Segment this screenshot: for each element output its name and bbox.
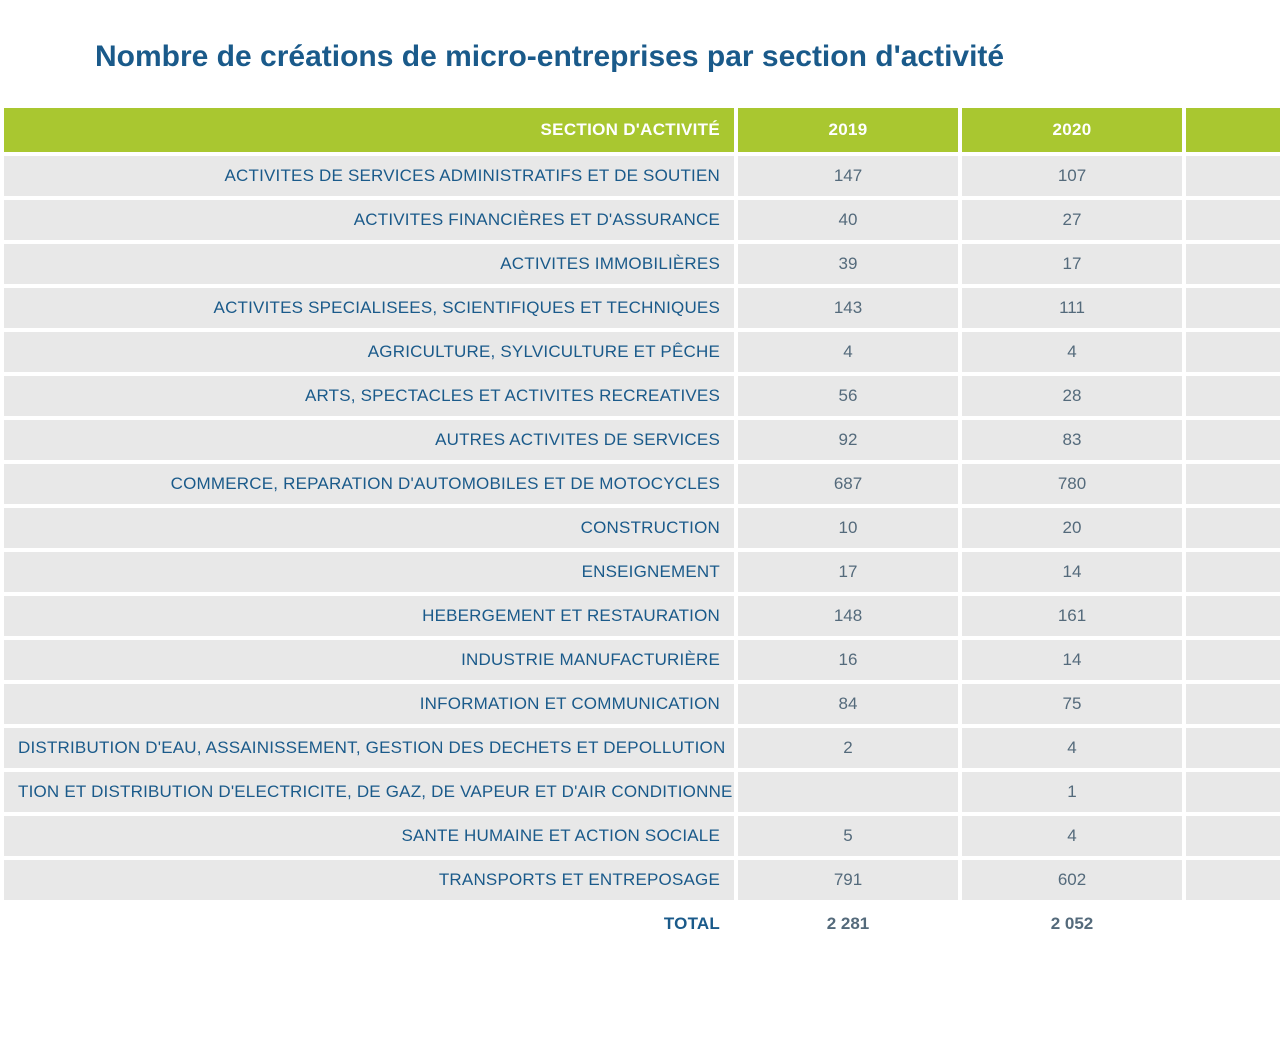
table-row: ARTS, SPECTACLES ET ACTIVITES RECREATIVE… xyxy=(4,376,1280,416)
total-label: TOTAL xyxy=(4,904,734,944)
total-value-2020: 2 052 xyxy=(962,904,1182,944)
row-value-2020: 111 xyxy=(962,288,1182,328)
table-row: ACTIVITES FINANCIÈRES ET D'ASSURANCE4027 xyxy=(4,200,1280,240)
row-value-2019: 148 xyxy=(738,596,958,636)
table-row: COMMERCE, REPARATION D'AUTOMOBILES ET DE… xyxy=(4,464,1280,504)
total-stub xyxy=(1186,904,1280,944)
row-value-2019: 10 xyxy=(738,508,958,548)
row-value-2020: 27 xyxy=(962,200,1182,240)
table-row: TION ET DISTRIBUTION D'ELECTRICITE, DE G… xyxy=(4,772,1280,812)
row-stub xyxy=(1186,420,1280,460)
row-label: HEBERGEMENT ET RESTAURATION xyxy=(4,596,734,636)
row-label: INDUSTRIE MANUFACTURIÈRE xyxy=(4,640,734,680)
table-row: CONSTRUCTION1020 xyxy=(4,508,1280,548)
row-stub xyxy=(1186,552,1280,592)
row-value-2020: 4 xyxy=(962,332,1182,372)
table-row: ACTIVITES DE SERVICES ADMINISTRATIFS ET … xyxy=(4,156,1280,196)
row-value-2020: 1 xyxy=(962,772,1182,812)
table-row: ACTIVITES IMMOBILIÈRES3917 xyxy=(4,244,1280,284)
row-stub xyxy=(1186,244,1280,284)
page-container: Nombre de créations de micro-entreprises… xyxy=(0,0,1280,1008)
row-value-2019: 5 xyxy=(738,816,958,856)
row-label: AGRICULTURE, SYLVICULTURE ET PÊCHE xyxy=(4,332,734,372)
row-stub xyxy=(1186,464,1280,504)
row-label: ENSEIGNEMENT xyxy=(4,552,734,592)
row-value-2019: 39 xyxy=(738,244,958,284)
row-stub xyxy=(1186,200,1280,240)
row-value-2020: 17 xyxy=(962,244,1182,284)
table-total-row: TOTAL2 2812 052 xyxy=(4,904,1280,944)
row-value-2020: 780 xyxy=(962,464,1182,504)
row-value-2019: 16 xyxy=(738,640,958,680)
col-header-2019: 2019 xyxy=(738,108,958,152)
row-value-2019: 791 xyxy=(738,860,958,900)
table-row: TRANSPORTS ET ENTREPOSAGE791602 xyxy=(4,860,1280,900)
row-stub xyxy=(1186,860,1280,900)
row-value-2019: 143 xyxy=(738,288,958,328)
page-title: Nombre de créations de micro-entreprises… xyxy=(95,40,1280,74)
row-value-2020: 83 xyxy=(962,420,1182,460)
row-value-2020: 28 xyxy=(962,376,1182,416)
row-value-2020: 14 xyxy=(962,552,1182,592)
row-value-2020: 4 xyxy=(962,816,1182,856)
row-value-2019: 147 xyxy=(738,156,958,196)
row-stub xyxy=(1186,684,1280,724)
table-row: ACTIVITES SPECIALISEES, SCIENTIFIQUES ET… xyxy=(4,288,1280,328)
row-label: INFORMATION ET COMMUNICATION xyxy=(4,684,734,724)
row-label: CONSTRUCTION xyxy=(4,508,734,548)
row-stub xyxy=(1186,728,1280,768)
row-label: SANTE HUMAINE ET ACTION SOCIALE xyxy=(4,816,734,856)
row-stub xyxy=(1186,332,1280,372)
row-value-2019: 56 xyxy=(738,376,958,416)
row-label: TRANSPORTS ET ENTREPOSAGE xyxy=(4,860,734,900)
row-stub xyxy=(1186,640,1280,680)
row-label: ACTIVITES SPECIALISEES, SCIENTIFIQUES ET… xyxy=(4,288,734,328)
total-value-2019: 2 281 xyxy=(738,904,958,944)
row-stub xyxy=(1186,156,1280,196)
row-value-2020: 161 xyxy=(962,596,1182,636)
row-value-2019: 17 xyxy=(738,552,958,592)
row-value-2020: 75 xyxy=(962,684,1182,724)
row-label: ACTIVITES FINANCIÈRES ET D'ASSURANCE xyxy=(4,200,734,240)
row-stub xyxy=(1186,508,1280,548)
row-value-2019: 40 xyxy=(738,200,958,240)
table-row: SANTE HUMAINE ET ACTION SOCIALE54 xyxy=(4,816,1280,856)
table-body: ACTIVITES DE SERVICES ADMINISTRATIFS ET … xyxy=(4,156,1280,944)
row-label: ACTIVITES DE SERVICES ADMINISTRATIFS ET … xyxy=(4,156,734,196)
row-value-2020: 20 xyxy=(962,508,1182,548)
row-value-2020: 602 xyxy=(962,860,1182,900)
row-value-2019: 92 xyxy=(738,420,958,460)
row-value-2019: 84 xyxy=(738,684,958,724)
row-stub xyxy=(1186,376,1280,416)
row-label: DISTRIBUTION D'EAU, ASSAINISSEMENT, GEST… xyxy=(4,728,734,768)
row-label: TION ET DISTRIBUTION D'ELECTRICITE, DE G… xyxy=(4,772,734,812)
row-value-2019 xyxy=(738,772,958,812)
row-stub xyxy=(1186,596,1280,636)
table-row: AUTRES ACTIVITES DE SERVICES9283 xyxy=(4,420,1280,460)
row-stub xyxy=(1186,816,1280,856)
table-row: DISTRIBUTION D'EAU, ASSAINISSEMENT, GEST… xyxy=(4,728,1280,768)
col-header-stub xyxy=(1186,108,1280,152)
table-row: HEBERGEMENT ET RESTAURATION148161 xyxy=(4,596,1280,636)
row-value-2020: 14 xyxy=(962,640,1182,680)
row-label: ARTS, SPECTACLES ET ACTIVITES RECREATIVE… xyxy=(4,376,734,416)
col-header-2020: 2020 xyxy=(962,108,1182,152)
table-row: INDUSTRIE MANUFACTURIÈRE1614 xyxy=(4,640,1280,680)
table-row: ENSEIGNEMENT1714 xyxy=(4,552,1280,592)
row-value-2019: 2 xyxy=(738,728,958,768)
row-value-2020: 107 xyxy=(962,156,1182,196)
row-value-2019: 4 xyxy=(738,332,958,372)
row-value-2019: 687 xyxy=(738,464,958,504)
table-row: AGRICULTURE, SYLVICULTURE ET PÊCHE44 xyxy=(4,332,1280,372)
row-stub xyxy=(1186,772,1280,812)
row-label: COMMERCE, REPARATION D'AUTOMOBILES ET DE… xyxy=(4,464,734,504)
table-row: INFORMATION ET COMMUNICATION8475 xyxy=(4,684,1280,724)
col-header-section: SECTION D'ACTIVITÉ xyxy=(4,108,734,152)
row-label: AUTRES ACTIVITES DE SERVICES xyxy=(4,420,734,460)
data-table: SECTION D'ACTIVITÉ 2019 2020 ACTIVITES D… xyxy=(0,104,1280,948)
table-header-row: SECTION D'ACTIVITÉ 2019 2020 xyxy=(4,108,1280,152)
row-stub xyxy=(1186,288,1280,328)
row-value-2020: 4 xyxy=(962,728,1182,768)
row-label: ACTIVITES IMMOBILIÈRES xyxy=(4,244,734,284)
